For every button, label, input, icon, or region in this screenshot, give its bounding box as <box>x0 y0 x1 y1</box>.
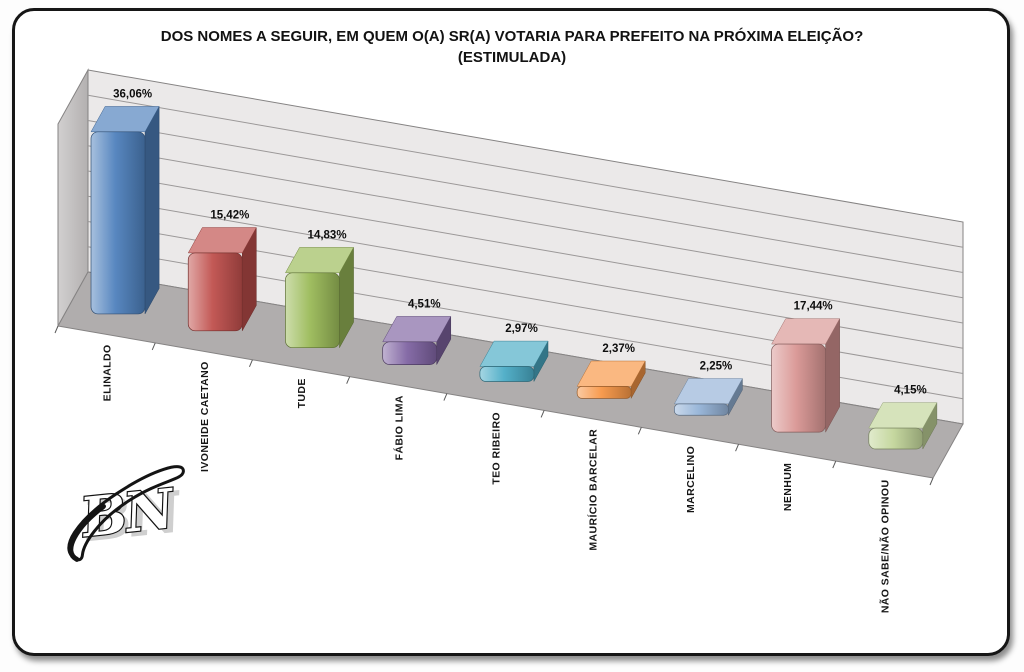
value-label-nenhum: 17,44% <box>794 301 833 313</box>
value-label-maur-cio-barcelar: 2,37% <box>602 343 635 355</box>
axis-tick <box>832 460 837 469</box>
bar-ivoneide-caetano <box>187 226 257 332</box>
axis-tick <box>929 477 934 486</box>
category-label-elinaldo: ELINALDO <box>102 344 114 401</box>
axis-tick <box>443 393 448 401</box>
value-label-ivoneide-caetano: 15,42% <box>210 210 249 222</box>
bar-f-bio-lima <box>382 315 452 366</box>
axis-tick <box>735 444 740 452</box>
bn-logo-swoosh-thick <box>68 503 106 562</box>
bar-front-face <box>771 343 826 433</box>
category-label-nenhum: NENHUM <box>782 463 794 511</box>
category-label-maur-cio-barcelar: MAURÍCIO BARCELAR <box>587 429 600 551</box>
bn-logo-shadow-text: BN <box>84 479 181 553</box>
category-label-teo-ribeiro: TEO RIBEIRO <box>491 412 503 485</box>
bar-n-o-sabe-n-o-opinou <box>868 401 938 451</box>
axis-tick <box>54 325 59 334</box>
bar-front-face <box>285 272 340 349</box>
axis-tick <box>637 427 642 435</box>
bar-tude <box>285 246 354 349</box>
bn-logo-watermark: BN BN <box>67 465 185 562</box>
axis-tick <box>540 410 545 418</box>
chart-title-line2: (ESTIMULADA) <box>457 49 567 66</box>
bar-front-face <box>382 341 438 365</box>
bar-front-face <box>576 386 632 399</box>
chart-title: DOS NOMES A SEGUIR, EM QUEM O(A) SR(A) V… <box>0 26 1024 68</box>
bar-front-face <box>187 252 243 332</box>
bar-front-face <box>673 403 729 416</box>
category-label-marcelino: MARCELINO <box>685 446 697 513</box>
bar-teo-ribeiro <box>479 340 549 383</box>
category-axis-ticks <box>54 325 934 486</box>
axis-tick <box>151 342 156 351</box>
gridline <box>87 170 964 324</box>
category-label-f-bio-lima: FÁBIO LIMA <box>392 395 405 460</box>
bar-side-face <box>144 105 160 315</box>
value-label-f-bio-lima: 4,51% <box>408 298 441 310</box>
value-label-teo-ribeiro: 2,97% <box>505 323 538 335</box>
value-label-elinaldo: 36,06% <box>113 88 152 100</box>
axis-tick <box>248 359 253 367</box>
bar-maur-cio-barcelar <box>576 360 646 400</box>
category-label-n-o-sabe-n-o-opinou: NÃO SABE/NÃO OPINOU <box>878 480 891 614</box>
category-label-ivoneide-caetano: IVONEIDE CAETANO <box>199 361 211 472</box>
bar-front-face <box>90 131 146 315</box>
bar-marcelino <box>673 377 743 417</box>
gridline <box>87 145 964 299</box>
bar-elinaldo <box>90 105 160 315</box>
value-label-tude: 14,83% <box>308 229 347 241</box>
bar-front-face <box>479 366 535 382</box>
bar-nenhum <box>771 317 841 434</box>
category-label-tude: TUDE <box>296 378 308 408</box>
chart-title-line1: DOS NOMES A SEGUIR, EM QUEM O(A) SR(A) V… <box>160 28 864 45</box>
value-label-n-o-sabe-n-o-opinou: 4,15% <box>894 385 927 397</box>
value-label-marcelino: 2,25% <box>700 361 733 373</box>
axis-tick <box>346 376 351 384</box>
gridline <box>87 94 964 248</box>
gridline <box>87 120 964 273</box>
bar-front-face <box>868 427 924 450</box>
